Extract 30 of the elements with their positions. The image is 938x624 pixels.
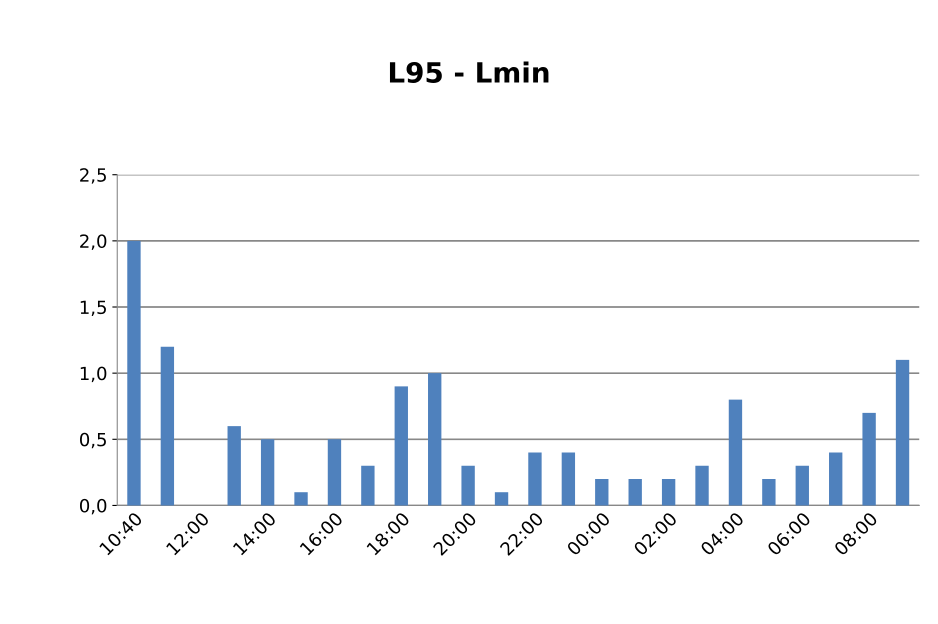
bar [762,478,776,506]
bar [494,492,508,506]
bar [896,360,910,506]
bar [461,466,475,506]
bar [595,478,608,506]
bar [695,466,709,506]
chart-title: L95 - Lmin [390,61,548,83]
bar [862,412,876,506]
bar [829,452,842,506]
y-tick-label: 1,5 [80,300,106,316]
y-tick-label: 2,5 [80,168,106,184]
bar [328,439,342,506]
bar [728,400,742,506]
bar [662,478,676,506]
bar [160,346,174,506]
bar [127,240,141,506]
y-tick-label: 0,0 [80,498,106,514]
y-tick-label: 1,0 [80,366,106,382]
bar [428,373,442,506]
bar [361,466,375,506]
bar [796,466,809,506]
bar [528,452,542,506]
y-tick-label: 2,0 [80,234,106,250]
bar [394,386,408,506]
bar [628,478,642,506]
bar [562,452,576,506]
bar [228,426,241,506]
bar [260,439,274,506]
y-tick-label: 0,5 [80,432,106,448]
bar [294,492,308,506]
